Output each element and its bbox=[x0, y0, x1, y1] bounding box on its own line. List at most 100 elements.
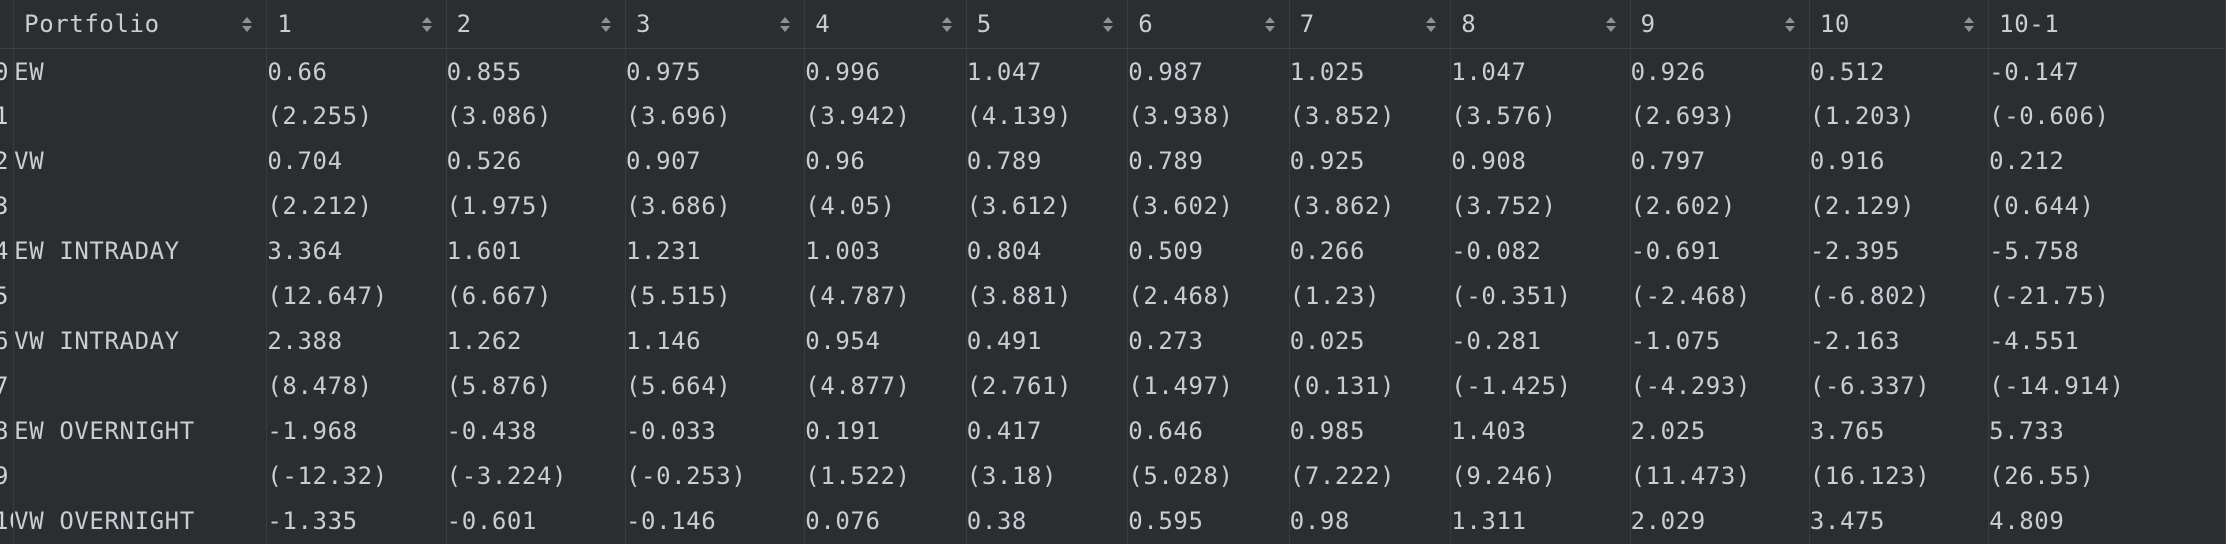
table-cell[interactable]: -0.691 bbox=[1630, 228, 1810, 274]
table-cell[interactable]: (3.18) bbox=[966, 453, 1129, 499]
table-cell[interactable]: -0.146 bbox=[625, 498, 806, 544]
table-cell[interactable]: 0.925 bbox=[1289, 138, 1452, 184]
portfolio-cell[interactable] bbox=[13, 94, 268, 139]
table-row[interactable]: 3 (2.212)(1.975)(3.686)(4.05)(3.612)(3.60… bbox=[0, 183, 2226, 229]
table-cell[interactable]: (3.881) bbox=[966, 273, 1129, 319]
table-row[interactable]: 0EW0.660.8550.9750.9961.0470.9871.0251.0… bbox=[0, 48, 2226, 94]
sort-arrows-icon[interactable] bbox=[1604, 14, 1618, 34]
table-cell[interactable]: 0.985 bbox=[1289, 408, 1452, 454]
column-header-7[interactable]: 7 bbox=[1289, 0, 1452, 49]
table-cell[interactable]: 0.797 bbox=[1630, 138, 1810, 184]
table-cell[interactable]: (3.576) bbox=[1450, 94, 1631, 139]
portfolio-cell[interactable] bbox=[13, 453, 268, 499]
sort-arrows-icon[interactable] bbox=[1263, 14, 1277, 34]
table-cell[interactable]: (-3.224) bbox=[446, 453, 626, 499]
column-header-4[interactable]: 4 bbox=[804, 0, 967, 49]
table-cell[interactable]: 0.96 bbox=[804, 138, 967, 184]
sort-arrows-icon[interactable] bbox=[1101, 14, 1115, 34]
table-cell[interactable]: (2.129) bbox=[1809, 183, 1990, 229]
table-row[interactable]: 1 (2.255)(3.086)(3.696)(3.942)(4.139)(3.9… bbox=[0, 94, 2226, 139]
table-cell[interactable]: -0.033 bbox=[625, 408, 806, 454]
table-cell[interactable]: (26.55) bbox=[1988, 453, 2226, 499]
table-cell[interactable]: 0.212 bbox=[1988, 138, 2226, 184]
table-cell[interactable]: 0.076 bbox=[804, 498, 967, 544]
table-cell[interactable]: (3.696) bbox=[625, 94, 806, 139]
table-cell[interactable]: (3.942) bbox=[804, 94, 967, 139]
table-cell[interactable]: 0.273 bbox=[1127, 318, 1290, 364]
table-cell[interactable]: 0.512 bbox=[1809, 48, 1990, 94]
table-cell[interactable]: (4.877) bbox=[804, 363, 967, 409]
table-cell[interactable]: 0.916 bbox=[1809, 138, 1990, 184]
table-cell[interactable]: (4.787) bbox=[804, 273, 967, 319]
table-row[interactable]: 8EW OVERNIGHT-1.968-0.438-0.0330.1910.41… bbox=[0, 408, 2226, 454]
table-cell[interactable]: -5.758 bbox=[1988, 228, 2226, 274]
sort-arrows-icon[interactable] bbox=[599, 14, 613, 34]
portfolio-cell[interactable]: VW bbox=[13, 138, 268, 184]
column-header-1[interactable]: 1 bbox=[266, 0, 447, 49]
column-header-6[interactable]: 6 bbox=[1127, 0, 1290, 49]
table-cell[interactable]: (9.246) bbox=[1450, 453, 1631, 499]
table-cell[interactable]: 0.38 bbox=[966, 498, 1129, 544]
table-cell[interactable]: 1.047 bbox=[966, 48, 1129, 94]
table-cell[interactable]: 1.047 bbox=[1450, 48, 1631, 94]
table-cell[interactable]: (2.602) bbox=[1630, 183, 1810, 229]
sort-arrows-icon[interactable] bbox=[1424, 14, 1438, 34]
table-cell[interactable]: 1.003 bbox=[804, 228, 967, 274]
table-cell[interactable]: 0.789 bbox=[1127, 138, 1290, 184]
column-header-2[interactable]: 2 bbox=[446, 0, 626, 49]
table-cell[interactable]: (1.975) bbox=[446, 183, 626, 229]
table-cell[interactable]: 0.66 bbox=[266, 48, 447, 94]
portfolio-cell[interactable]: VW OVERNIGHT bbox=[13, 498, 268, 544]
sort-arrows-icon[interactable] bbox=[1783, 14, 1797, 34]
table-cell[interactable]: (-2.468) bbox=[1630, 273, 1810, 319]
table-cell[interactable]: (7.222) bbox=[1289, 453, 1452, 499]
table-cell[interactable]: -0.082 bbox=[1450, 228, 1631, 274]
table-cell[interactable]: 0.646 bbox=[1127, 408, 1290, 454]
table-cell[interactable]: (3.862) bbox=[1289, 183, 1452, 229]
column-header-8[interactable]: 8 bbox=[1450, 0, 1631, 49]
table-cell[interactable]: 3.765 bbox=[1809, 408, 1990, 454]
column-header-3[interactable]: 3 bbox=[625, 0, 806, 49]
table-cell[interactable]: 2.388 bbox=[266, 318, 447, 364]
table-cell[interactable]: 0.191 bbox=[804, 408, 967, 454]
table-cell[interactable]: (3.086) bbox=[446, 94, 626, 139]
table-cell[interactable]: (-0.253) bbox=[625, 453, 806, 499]
table-cell[interactable]: (8.478) bbox=[266, 363, 447, 409]
table-cell[interactable]: 0.417 bbox=[966, 408, 1129, 454]
table-cell[interactable]: 0.926 bbox=[1630, 48, 1810, 94]
table-cell[interactable]: -0.281 bbox=[1450, 318, 1631, 364]
table-cell[interactable]: (2.212) bbox=[266, 183, 447, 229]
table-row[interactable]: 5 (12.647)(6.667)(5.515)(4.787)(3.881)(2.… bbox=[0, 273, 2226, 319]
table-cell[interactable]: (-1.425) bbox=[1450, 363, 1631, 409]
table-cell[interactable]: (-21.75) bbox=[1988, 273, 2226, 319]
table-cell[interactable]: 1.231 bbox=[625, 228, 806, 274]
table-row[interactable]: 6VW INTRADAY2.3881.2621.1460.9540.4910.2… bbox=[0, 318, 2226, 364]
table-cell[interactable]: (2.468) bbox=[1127, 273, 1290, 319]
table-cell[interactable]: -2.163 bbox=[1809, 318, 1990, 364]
table-cell[interactable]: (2.693) bbox=[1630, 94, 1810, 139]
table-cell[interactable]: (1.522) bbox=[804, 453, 967, 499]
table-cell[interactable]: (1.497) bbox=[1127, 363, 1290, 409]
table-cell[interactable]: 4.809 bbox=[1988, 498, 2226, 544]
column-header-10-1[interactable]: 10-1 bbox=[1988, 0, 2226, 49]
table-cell[interactable]: (6.667) bbox=[446, 273, 626, 319]
table-cell[interactable]: (16.123) bbox=[1809, 453, 1990, 499]
table-cell[interactable]: 0.025 bbox=[1289, 318, 1452, 364]
table-cell[interactable]: 2.025 bbox=[1630, 408, 1810, 454]
table-cell[interactable]: (-0.351) bbox=[1450, 273, 1631, 319]
table-cell[interactable]: (3.602) bbox=[1127, 183, 1290, 229]
table-cell[interactable]: (-14.914) bbox=[1988, 363, 2226, 409]
table-cell[interactable]: 3.364 bbox=[266, 228, 447, 274]
table-cell[interactable]: 0.491 bbox=[966, 318, 1129, 364]
table-cell[interactable]: 0.907 bbox=[625, 138, 806, 184]
sort-arrows-icon[interactable] bbox=[420, 14, 434, 34]
portfolio-cell[interactable]: EW OVERNIGHT bbox=[13, 408, 268, 454]
table-cell[interactable]: (3.686) bbox=[625, 183, 806, 229]
table-cell[interactable]: (1.203) bbox=[1809, 94, 1990, 139]
table-cell[interactable]: (-6.802) bbox=[1809, 273, 1990, 319]
table-row[interactable]: 7 (8.478)(5.876)(5.664)(4.877)(2.761)(1.4… bbox=[0, 363, 2226, 409]
table-row[interactable]: 9 (-12.32)(-3.224)(-0.253)(1.522)(3.18)(5… bbox=[0, 453, 2226, 499]
table-cell[interactable]: -4.551 bbox=[1988, 318, 2226, 364]
portfolio-cell[interactable] bbox=[13, 363, 268, 409]
table-row[interactable]: 10VW OVERNIGHT-1.335-0.601-0.1460.0760.3… bbox=[0, 498, 2226, 544]
